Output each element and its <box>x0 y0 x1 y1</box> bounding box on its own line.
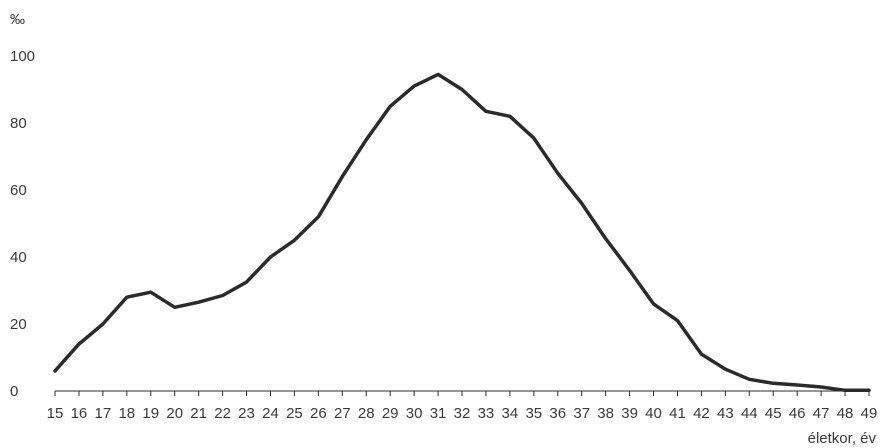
x-tick-label: 16 <box>71 405 88 422</box>
x-axis-title: életkor, év <box>808 430 877 447</box>
x-tick-label: 28 <box>358 405 375 422</box>
x-tick-label: 27 <box>334 405 351 422</box>
x-tick-label: 40 <box>645 405 662 422</box>
y-tick-label: 20 <box>10 316 27 333</box>
x-tick-label: 42 <box>693 405 710 422</box>
x-tick-label: 19 <box>142 405 159 422</box>
y-tick-label: 40 <box>10 249 27 266</box>
x-tick-label: 23 <box>238 405 255 422</box>
x-tick-label: 26 <box>310 405 327 422</box>
y-tick-label: 60 <box>10 182 27 199</box>
x-tick-label: 49 <box>861 405 878 422</box>
y-tick-label: 0 <box>10 383 18 400</box>
x-tick-labels: 15 16 17 18 19 20 21 22 23 24 25 26 27 28 29 30 31 32 33 34… <box>47 405 878 422</box>
x-tick-label: 29 <box>382 405 399 422</box>
x-tick-label: 38 <box>597 405 614 422</box>
x-tick-label: 15 <box>47 405 64 422</box>
y-axis-unit-label: ‰ <box>10 11 25 28</box>
x-tick-label: 39 <box>621 405 638 422</box>
x-tick-label: 30 <box>406 405 423 422</box>
x-tick-label: 47 <box>813 405 830 422</box>
x-tick-label: 44 <box>741 405 758 422</box>
x-tick-label: 48 <box>837 405 854 422</box>
x-tick-label: 24 <box>262 405 279 422</box>
x-tick-label: 17 <box>95 405 112 422</box>
x-tick-label: 20 <box>166 405 183 422</box>
x-tick-label: 32 <box>454 405 471 422</box>
x-tick-label: 35 <box>525 405 542 422</box>
x-tick-label: 46 <box>789 405 806 422</box>
series-line <box>53 72 871 393</box>
x-tick-label: 21 <box>190 405 207 422</box>
x-tick-label: 43 <box>717 405 734 422</box>
x-tick-marks <box>54 391 870 396</box>
x-tick-label: 34 <box>502 405 519 422</box>
y-tick-label: 80 <box>10 115 27 132</box>
x-tick-label: 45 <box>765 405 782 422</box>
x-tick-label: 25 <box>286 405 303 422</box>
x-tick-label: 22 <box>214 405 231 422</box>
x-tick-label: 37 <box>573 405 590 422</box>
y-tick-labels: 0 20 40 60 80 100 <box>10 48 35 400</box>
x-tick-label: 33 <box>478 405 495 422</box>
y-tick-label: 100 <box>10 48 35 65</box>
x-tick-label: 41 <box>669 405 686 422</box>
x-tick-label: 18 <box>118 405 135 422</box>
x-tick-label: 31 <box>430 405 447 422</box>
x-tick-label: 36 <box>549 405 566 422</box>
